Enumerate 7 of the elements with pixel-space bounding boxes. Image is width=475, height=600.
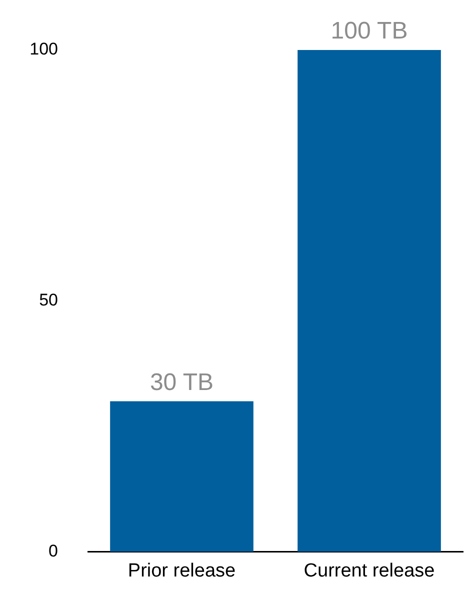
data-label: 100 TB (330, 18, 408, 45)
y-tick-label: 0 (48, 541, 58, 560)
data-label: 30 TB (150, 368, 214, 396)
y-tick-label: 50 (39, 290, 58, 310)
y-tick-label: 100 (30, 40, 58, 59)
x-tick-label: Prior release (128, 560, 236, 582)
x-tick-label: Current release (304, 560, 435, 582)
